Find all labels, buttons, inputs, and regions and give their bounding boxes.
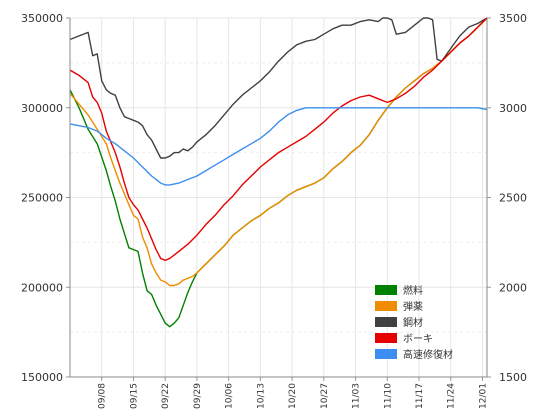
legend-label: ボーキ	[403, 333, 433, 345]
series-layer	[69, 17, 488, 328]
legend-swatch	[375, 285, 397, 295]
y-tick-right: 1500	[499, 371, 527, 384]
x-tick: 09/15	[129, 383, 139, 409]
series-line-0	[69, 17, 488, 328]
grid-layer	[70, 17, 487, 378]
x-tick: 11/17	[415, 383, 425, 409]
y-tick-left: 350000	[21, 12, 63, 25]
series-line-2	[69, 17, 488, 159]
series-line-1	[69, 17, 488, 287]
x-tick: 10/13	[256, 383, 266, 409]
y-tick-left: 300000	[21, 102, 63, 115]
legend-label: 弾薬	[403, 300, 423, 313]
x-tick: 12/01	[478, 383, 488, 409]
axis-layer: 150000 200000 250000 300000 350000 1500 2000 25…	[21, 12, 527, 409]
x-tick: 10/20	[288, 383, 298, 409]
legend-swatch	[375, 333, 397, 343]
series-line-4	[69, 107, 488, 186]
legend-label: 燃料	[403, 284, 423, 297]
series-line-3	[69, 17, 488, 261]
x-tick: 11/10	[383, 383, 393, 409]
x-tick: 11/24	[447, 383, 457, 409]
legend-label: 高速修復材	[403, 348, 453, 361]
x-tick: 10/06	[225, 383, 235, 409]
x-tick: 09/08	[98, 383, 108, 409]
x-tick: 09/22	[161, 383, 171, 409]
y-tick-left: 200000	[21, 281, 63, 294]
y-tick-right: 3500	[499, 12, 527, 25]
legend-swatch	[375, 317, 397, 327]
x-tick: 10/27	[320, 383, 330, 409]
legend-swatch	[375, 301, 397, 311]
x-tick: 11/03	[352, 383, 362, 409]
y-tick-right: 3000	[499, 102, 527, 115]
y-tick-left: 250000	[21, 192, 63, 205]
legend-swatch	[375, 349, 397, 359]
y-tick-right: 2500	[499, 192, 527, 205]
legend-label: 鋼材	[403, 316, 423, 329]
y-tick-right: 2000	[499, 281, 527, 294]
y-tick-left: 150000	[21, 371, 63, 384]
x-tick: 09/29	[193, 383, 203, 409]
